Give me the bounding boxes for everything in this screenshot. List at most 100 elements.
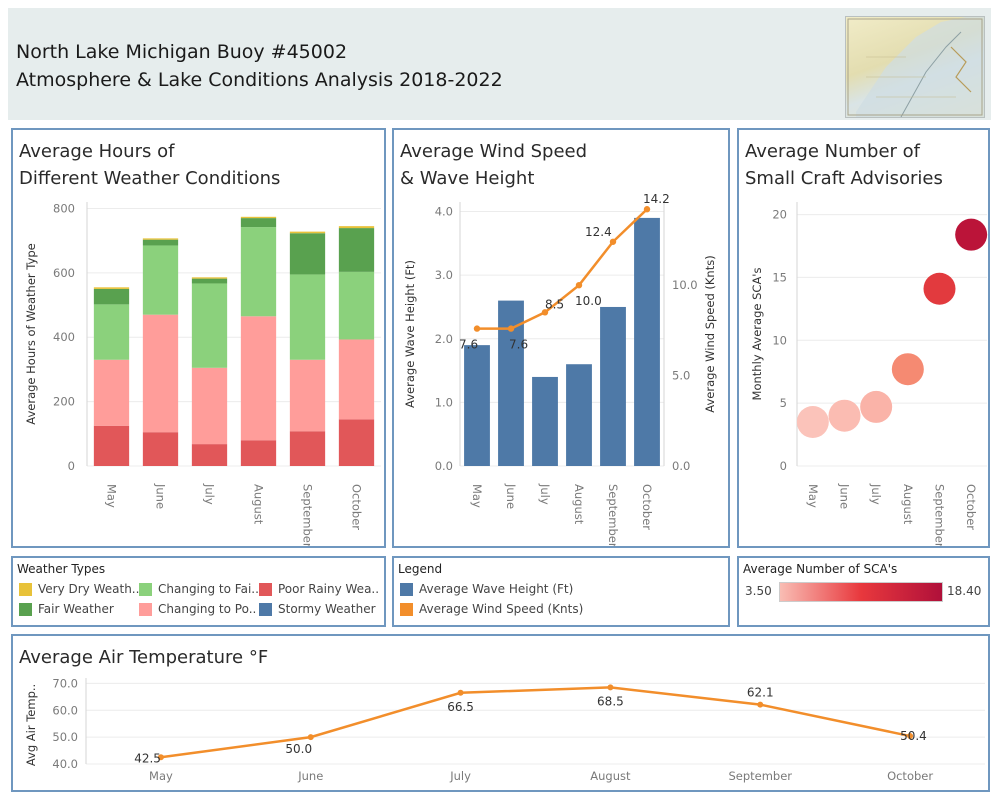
legend-swatch: [139, 582, 152, 596]
wind-speed-data-label: 14.2: [643, 192, 670, 206]
y-right-tick-label: 10.0: [672, 278, 698, 292]
wind-speed-point: [507, 325, 515, 332]
wind-speed-data-label: 12.4: [585, 225, 612, 239]
y-tick-label: 10: [772, 333, 787, 347]
legend-label: Very Dry Weath..: [38, 582, 140, 596]
x-tick-label: July: [538, 483, 552, 505]
bar-poor-rainy-wea-july: [191, 444, 228, 466]
weather-stacked-bar-chart: 0 200 400 600 800 Average Hours of Weather Ty…: [24, 201, 381, 546]
temperature-data-label: 62.1: [747, 686, 774, 700]
air-temperature-panel: Average Air Temperature °F 40.0 50.0 60.0 7…: [11, 634, 990, 792]
legend-item-changing-to-poor[interactable]: Changing to Po..: [139, 602, 256, 616]
plot-area: [87, 202, 381, 466]
temperature-point: [457, 689, 464, 696]
sca-bubble-october: [955, 218, 988, 251]
sca-bubble-september: [923, 272, 956, 305]
y-tick-label: 5: [780, 396, 787, 410]
sca-legend-title: Average Number of SCA's: [743, 562, 898, 576]
wave-height-bar-september: [600, 306, 626, 466]
y-tick-label: 70.0: [52, 676, 78, 690]
bar-changing-to-fai-october: [338, 271, 375, 340]
y-left-tick-label: 0.0: [435, 459, 453, 473]
legend-item-stormy[interactable]: Stormy Weather: [259, 602, 376, 616]
legend-item-fair[interactable]: Fair Weather: [19, 602, 114, 616]
x-tick-label: May: [806, 484, 820, 508]
legend-label: Average Wave Height (Ft): [419, 582, 574, 596]
nautical-chart-thumbnail: [845, 16, 985, 118]
wind-speed-line: [477, 208, 648, 330]
x-tick-label: September: [606, 484, 620, 546]
wind-title-line-2: & Wave Height: [400, 168, 535, 189]
y-axis-title: Avg Air Temp..: [24, 684, 38, 766]
temperature-point: [907, 733, 914, 740]
weather-title-line-1: Average Hours of: [19, 141, 175, 162]
bar-fair-weather-august: [240, 218, 277, 228]
legend-item-wind-speed[interactable]: Average Wind Speed (Knts): [400, 602, 583, 616]
bar-changing-to-po-september: [289, 359, 326, 432]
wind-speed-point: [473, 325, 481, 332]
bar-poor-rainy-wea-september: [289, 431, 326, 466]
wind-speed-data-label: 7.6: [459, 338, 478, 352]
wave-height-bar-october: [634, 217, 660, 466]
wind-wave-combo-chart: 0.0 1.0 2.0 3.0 4.0 0.0 5.0 10.0 Average Wave He…: [403, 192, 717, 546]
bar-poor-rainy-wea-august: [240, 440, 277, 466]
x-tick-label: October: [964, 484, 978, 530]
legend-item-poor-rainy[interactable]: Poor Rainy Wea..: [259, 582, 379, 596]
header-banner: [8, 8, 991, 120]
dashboard-title: North Lake Michigan Buoy #45002 Atmosphe…: [16, 38, 503, 94]
bar-very-dry-weath-july: [191, 277, 228, 279]
y-left-tick-label: 1.0: [435, 395, 453, 409]
title-line-2: Atmosphere & Lake Conditions Analysis 20…: [16, 69, 503, 91]
legend-label: Stormy Weather: [278, 602, 376, 616]
x-tick-label: October: [887, 769, 933, 783]
weather-title-line-2: Different Weather Conditions: [19, 168, 281, 189]
x-tick-label: August: [572, 484, 586, 525]
x-tick-label: September: [728, 769, 792, 783]
temperature-line: [160, 686, 911, 759]
x-tick-label: July: [869, 483, 883, 505]
plot-area: [460, 202, 664, 466]
bar-changing-to-po-june: [142, 314, 179, 433]
wind-legend-title: Legend: [398, 562, 443, 576]
bar-very-dry-weath-august: [240, 216, 277, 219]
sca-title-line-2: Small Craft Advisories: [745, 168, 943, 189]
temperature-data-label: 68.5: [597, 694, 624, 708]
legend-item-wave-height[interactable]: Average Wave Height (Ft): [400, 582, 573, 596]
bar-poor-rainy-wea-june: [142, 432, 179, 466]
sca-title-line-1: Average Number of: [745, 141, 921, 162]
sca-panel-title: Average Number of Small Craft Advisories: [745, 138, 943, 192]
y-left-tick-label: 4.0: [435, 205, 453, 219]
legend-label: Changing to Fai..: [158, 582, 259, 596]
sca-legend-max: 18.40: [947, 584, 982, 598]
temperature-point: [307, 734, 314, 741]
bar-poor-rainy-wea-october: [338, 419, 375, 466]
x-tick-label: August: [590, 769, 631, 783]
y-tick-label: 200: [53, 395, 75, 409]
bar-fair-weather-october: [338, 228, 375, 272]
x-tick-label: June: [504, 483, 518, 509]
y-right-tick-label: 5.0: [672, 369, 690, 383]
legend-item-changing-to-fair[interactable]: Changing to Fai..: [139, 582, 259, 596]
bar-changing-to-fai-september: [289, 274, 326, 360]
legend-swatch: [400, 582, 413, 596]
legend-item-very-dry[interactable]: Very Dry Weath..: [19, 582, 139, 596]
x-tick-label: June: [297, 769, 323, 783]
wind-title-line-1: Average Wind Speed: [400, 141, 588, 162]
legend-label: Fair Weather: [38, 602, 114, 616]
y-right-tick-label: 0.0: [672, 459, 690, 473]
legend-label: Poor Rainy Wea..: [278, 582, 380, 596]
wave-height-bar-august: [566, 364, 592, 466]
x-tick-label: August: [901, 484, 915, 525]
y-left-tick-label: 3.0: [435, 268, 453, 282]
y-tick-label: 40.0: [52, 757, 78, 771]
x-tick-label: August: [252, 484, 266, 525]
y-tick-label: 0: [780, 459, 787, 473]
weather-types-legend: Weather Types Very Dry Weath.. Changing …: [11, 556, 386, 627]
sca-color-legend: Average Number of SCA's 3.50 18.40: [737, 556, 990, 627]
sca-bubble-july: [860, 390, 893, 423]
weather-panel-title: Average Hours of Different Weather Condi…: [19, 138, 280, 192]
sca-bubble-chart: 0 5 10 15 20 Monthly Average SCA's May June July…: [750, 202, 988, 546]
bar-changing-to-po-august: [240, 316, 277, 441]
legend-swatch: [19, 582, 32, 596]
sca-bubble-may: [796, 406, 829, 438]
